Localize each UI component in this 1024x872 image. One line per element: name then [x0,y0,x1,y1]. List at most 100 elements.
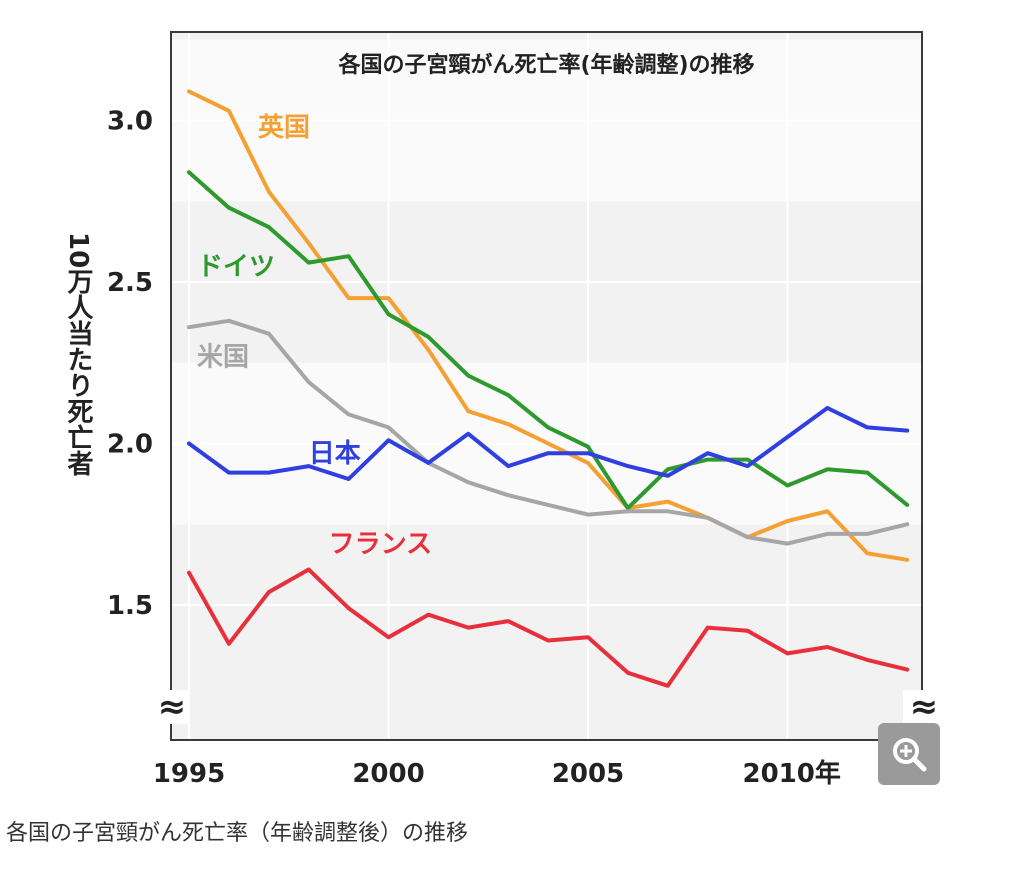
data-point-1 [386,312,391,317]
data-point-2 [785,541,790,546]
data-point-0 [825,509,830,514]
data-point-0 [346,296,351,300]
series-label-2: 米国 [197,342,249,372]
data-point-2 [586,512,590,517]
data-point-2 [306,380,311,384]
data-point-1 [905,503,909,507]
data-point-1 [466,373,471,378]
data-point-0 [546,441,550,446]
data-point-0 [666,499,670,504]
data-point-0 [227,109,231,113]
series-label-4: フランス [329,530,432,560]
data-point-3 [825,406,830,410]
data-point-4 [466,625,471,630]
data-point-3 [227,470,231,475]
data-point-4 [785,651,790,656]
data-point-2 [466,480,471,485]
y-tick-label: 2.0 [107,430,153,460]
data-point-2 [386,425,391,430]
data-point-0 [306,241,311,246]
data-point-2 [626,509,630,514]
data-point-2 [745,535,750,539]
axis-break-mask-left [150,690,190,724]
y-axis-label: 10万人当たり死亡者 [63,232,93,476]
data-point-3 [745,464,750,468]
data-point-0 [865,551,870,556]
data-point-3 [546,451,550,455]
y-tick-label: 1.5 [107,591,153,621]
data-point-3 [865,425,870,430]
data-point-2 [825,532,830,536]
data-point-1 [626,506,630,510]
data-point-3 [705,451,710,455]
data-point-2 [705,515,710,520]
data-point-1 [267,225,271,229]
data-point-1 [426,335,431,339]
zoom-button[interactable] [878,723,940,785]
data-point-0 [586,461,590,465]
data-point-3 [785,435,790,439]
data-point-1 [745,457,750,462]
data-point-3 [466,432,471,436]
data-point-4 [227,641,231,646]
data-point-1 [666,467,670,472]
data-point-0 [267,189,271,194]
axis-break-mask-right [903,690,947,724]
data-point-2 [546,503,550,507]
data-point-4 [187,570,191,575]
data-point-2 [666,509,670,514]
data-point-1 [187,170,191,174]
data-point-3 [386,438,391,443]
data-point-0 [905,557,909,562]
x-tick-label: 2010年 [743,758,841,789]
data-point-4 [386,635,391,640]
data-point-2 [267,331,271,336]
chart-title: 各国の子宮頸がん死亡率(年齢調整)の推移 [337,52,754,78]
data-point-0 [386,296,391,300]
data-point-2 [865,532,870,536]
series-label-0: 英国 [258,113,310,143]
axis-break-left: ≈ [158,687,187,727]
data-point-3 [666,474,670,478]
data-point-1 [227,205,231,210]
data-point-4 [586,635,590,640]
data-point-1 [705,457,710,462]
data-point-4 [905,667,909,672]
data-point-2 [346,412,351,417]
data-point-4 [825,645,830,649]
data-point-3 [426,461,431,465]
axis-break-right: ≈ [910,687,939,727]
data-point-4 [426,612,431,617]
data-point-3 [187,441,191,446]
data-point-2 [187,325,191,330]
data-point-4 [267,590,271,594]
y-tick-label: 2.5 [107,268,153,298]
series-label-1: ドイツ [197,252,275,282]
data-point-1 [785,483,790,488]
data-point-4 [626,671,630,675]
data-point-1 [825,467,830,472]
data-point-4 [506,619,511,623]
data-point-2 [227,318,231,323]
data-point-4 [666,683,670,688]
data-point-4 [705,625,710,630]
x-tick-label: 1995 [153,759,225,789]
zoom-in-icon [893,738,927,772]
data-point-3 [626,464,630,468]
data-point-1 [506,393,511,397]
chart-caption: 各国の子宮頸がん死亡率（年齢調整後）の推移 [6,821,469,846]
data-point-0 [785,519,790,523]
data-point-3 [306,464,311,468]
x-tick-label: 2000 [352,759,424,789]
data-point-1 [586,444,590,449]
series-label-3: 日本 [309,439,361,469]
data-point-4 [346,606,351,611]
data-point-1 [306,260,311,265]
data-point-1 [546,425,550,430]
data-point-1 [346,254,351,258]
data-point-3 [506,464,511,468]
data-point-3 [267,470,271,475]
data-point-0 [187,89,191,94]
data-point-4 [865,658,870,662]
data-point-0 [506,422,511,426]
